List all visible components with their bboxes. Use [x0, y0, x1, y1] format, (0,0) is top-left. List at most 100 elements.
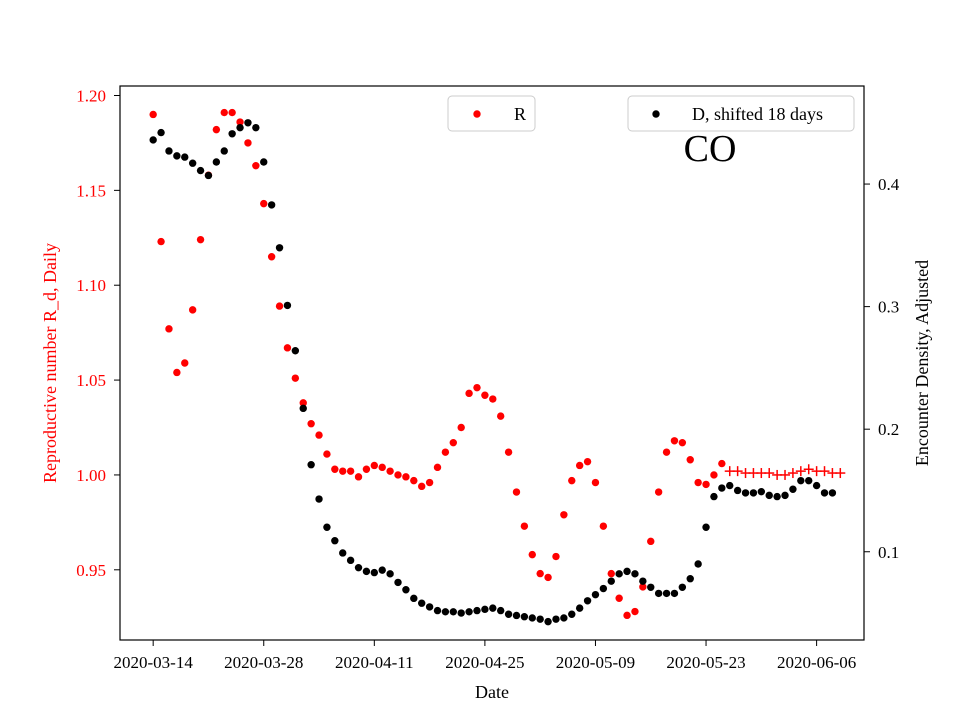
point-d [741, 489, 750, 497]
point-d [173, 152, 181, 160]
point-d [283, 301, 292, 310]
point-r [647, 537, 655, 546]
series-d [149, 119, 837, 626]
y-left-tick-label: 1.10 [76, 276, 106, 295]
point-r [512, 488, 521, 496]
point-d [275, 244, 284, 252]
point-d [528, 614, 536, 622]
point-d [394, 578, 402, 587]
point-r [165, 325, 173, 333]
point-d [568, 610, 576, 618]
point-d [449, 608, 457, 616]
point-r [568, 476, 576, 485]
point-r-forecast [780, 469, 791, 480]
point-d [149, 136, 157, 144]
legend-r-marker [473, 110, 481, 118]
point-d [789, 485, 797, 493]
point-r [173, 368, 181, 377]
legend-d: D, shifted 18 days [627, 95, 855, 132]
point-r [504, 448, 513, 456]
point-r [457, 423, 465, 432]
point-r [465, 389, 473, 398]
point-d [575, 604, 584, 612]
point-d [678, 583, 687, 591]
point-r [354, 473, 363, 481]
point-d [489, 604, 497, 612]
point-d [291, 347, 300, 355]
point-r [710, 471, 718, 479]
point-r [394, 471, 402, 479]
point-r [678, 438, 687, 447]
point-d [370, 568, 379, 577]
point-r [599, 522, 608, 530]
point-d [378, 566, 386, 574]
point-r [315, 431, 323, 439]
point-d [536, 615, 544, 623]
point-r [370, 461, 379, 470]
y-axis-left-label: Reproductive number R_d, Daily [40, 243, 60, 483]
point-d [165, 147, 173, 155]
point-d [560, 614, 568, 622]
point-r [433, 463, 442, 472]
point-r [410, 476, 418, 485]
point-d [686, 575, 694, 583]
point-d [331, 537, 339, 545]
point-d [812, 481, 821, 490]
point-r [662, 448, 671, 456]
point-r [346, 467, 355, 475]
point-d [820, 489, 829, 497]
chart-marks [149, 108, 846, 626]
point-r [386, 467, 394, 475]
point-d [607, 577, 615, 585]
point-d [639, 577, 647, 585]
point-d [520, 613, 529, 621]
point-r [188, 306, 197, 314]
point-r [252, 161, 260, 170]
point-r [544, 573, 552, 582]
point-d [410, 594, 418, 603]
point-r [220, 108, 228, 117]
point-r-forecast [803, 464, 814, 475]
point-r [473, 383, 481, 392]
point-d [441, 608, 450, 616]
point-d [157, 128, 165, 137]
point-r [654, 488, 663, 496]
point-r [228, 108, 236, 117]
point-r [615, 594, 623, 602]
legend-d-label: D, shifted 18 days [692, 104, 823, 124]
point-d [425, 603, 434, 611]
point-r [623, 611, 631, 620]
point-r [481, 391, 489, 399]
point-d [433, 606, 442, 615]
legend-r-label: R [514, 104, 526, 124]
point-r [339, 467, 347, 475]
legend-r: R [447, 95, 536, 132]
point-d [615, 570, 623, 578]
point-r [323, 450, 331, 458]
point-d [583, 597, 592, 605]
y-left-tick-label: 1.20 [76, 86, 106, 105]
point-r [157, 237, 165, 246]
point-d [726, 481, 734, 490]
point-r [639, 583, 647, 591]
point-r [362, 465, 371, 473]
point-d [694, 560, 702, 568]
point-d [781, 491, 789, 500]
point-r [418, 482, 426, 491]
point-d [465, 608, 473, 616]
point-r [299, 399, 307, 407]
y-left-tick-label: 1.05 [76, 371, 106, 390]
legend-r-box [447, 95, 536, 132]
point-r [583, 457, 592, 466]
point-d [710, 492, 718, 501]
point-d [188, 159, 197, 167]
point-r-forecast [819, 466, 830, 477]
point-d [457, 609, 465, 617]
point-d [718, 484, 726, 492]
point-r [607, 569, 615, 578]
point-d [757, 487, 766, 496]
y-left-tick-label: 1.15 [76, 181, 106, 200]
plot-background [120, 86, 864, 640]
point-r [236, 118, 244, 126]
point-d [654, 589, 663, 598]
